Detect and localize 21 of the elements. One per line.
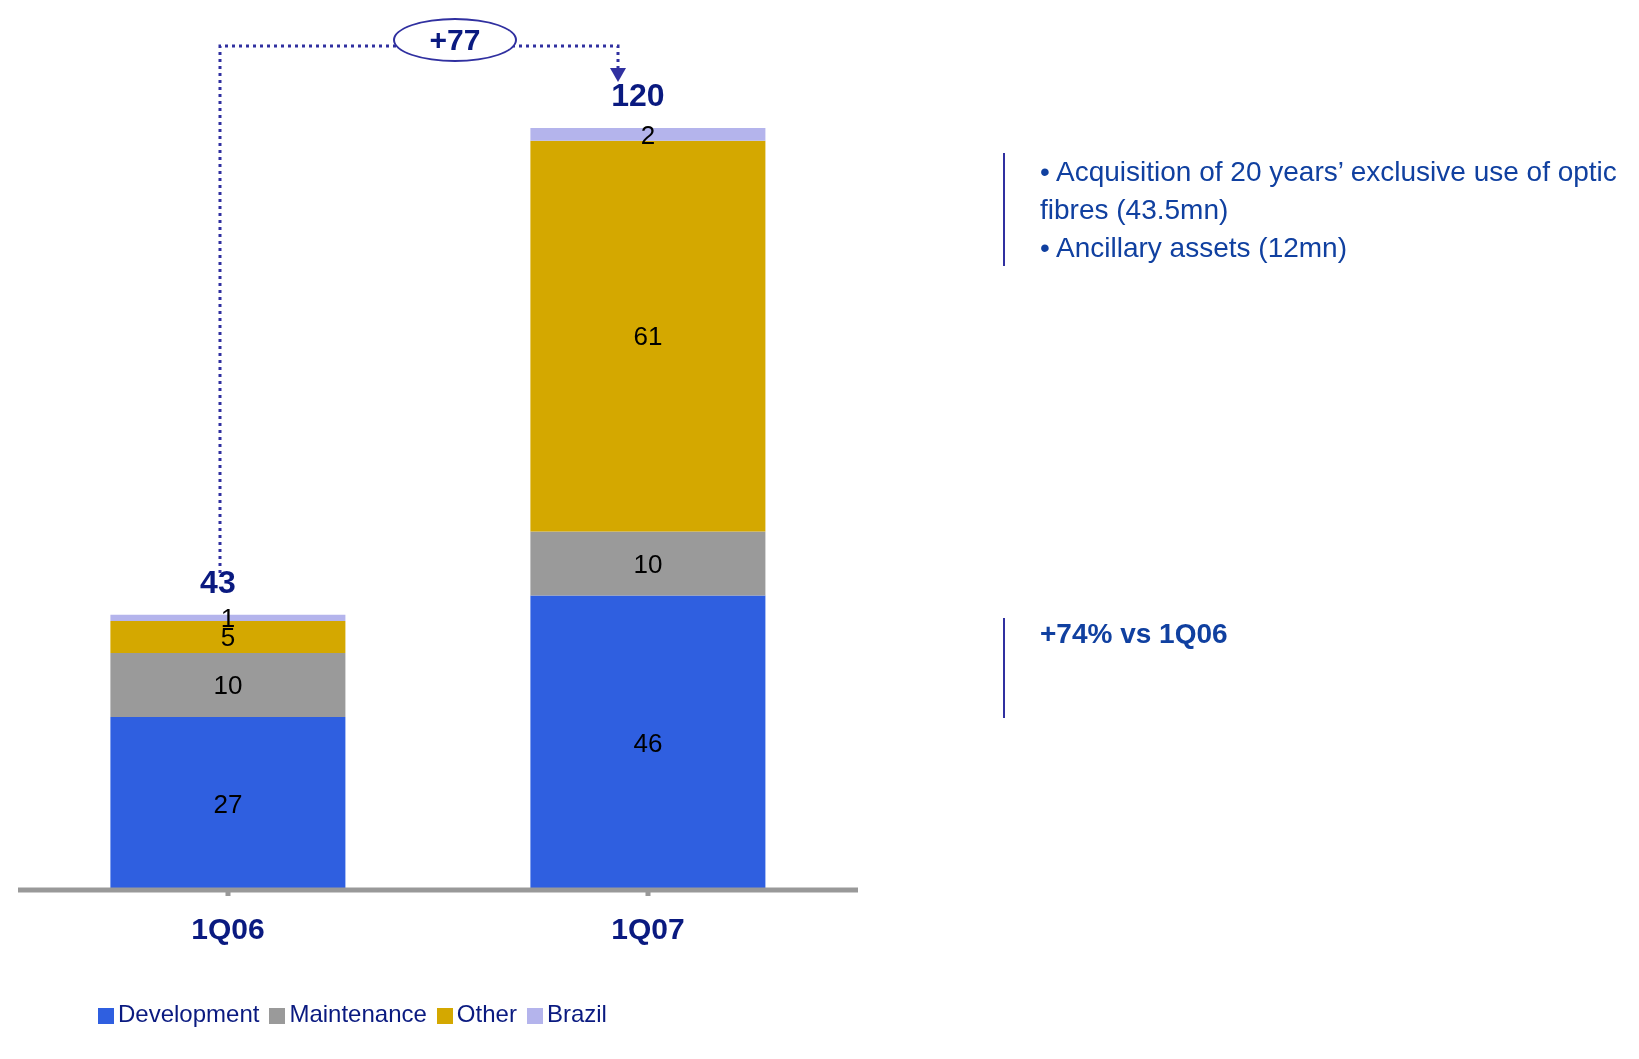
x-tick-label: 1Q06: [191, 912, 265, 946]
data-label: 46: [633, 727, 663, 758]
legend-label: Development: [118, 1000, 260, 1027]
data-label: 10: [633, 548, 663, 579]
x-tick-label: 1Q07: [611, 912, 685, 946]
total-label: 43: [200, 563, 236, 600]
data-label: 27: [213, 788, 243, 819]
legend-label: Other: [456, 1000, 517, 1027]
legend-label: Maintenance: [289, 1000, 427, 1027]
bar: [530, 531, 766, 596]
text: • Acquisition of 20 years’ exclusive use of optic fibres (43.5mn): [1040, 155, 1618, 227]
data-label: 61: [633, 321, 663, 352]
total-label: 120: [611, 77, 665, 113]
bar: [530, 595, 766, 890]
text: +77: [393, 18, 517, 62]
legend-label: Brazil: [546, 1000, 607, 1027]
data-label: 10: [213, 670, 243, 701]
text: +74% vs 1Q06: [1003, 618, 1228, 718]
text: • Ancillary assets (12mn): [1040, 230, 1348, 265]
bar: [110, 717, 346, 890]
bar: [110, 653, 346, 718]
